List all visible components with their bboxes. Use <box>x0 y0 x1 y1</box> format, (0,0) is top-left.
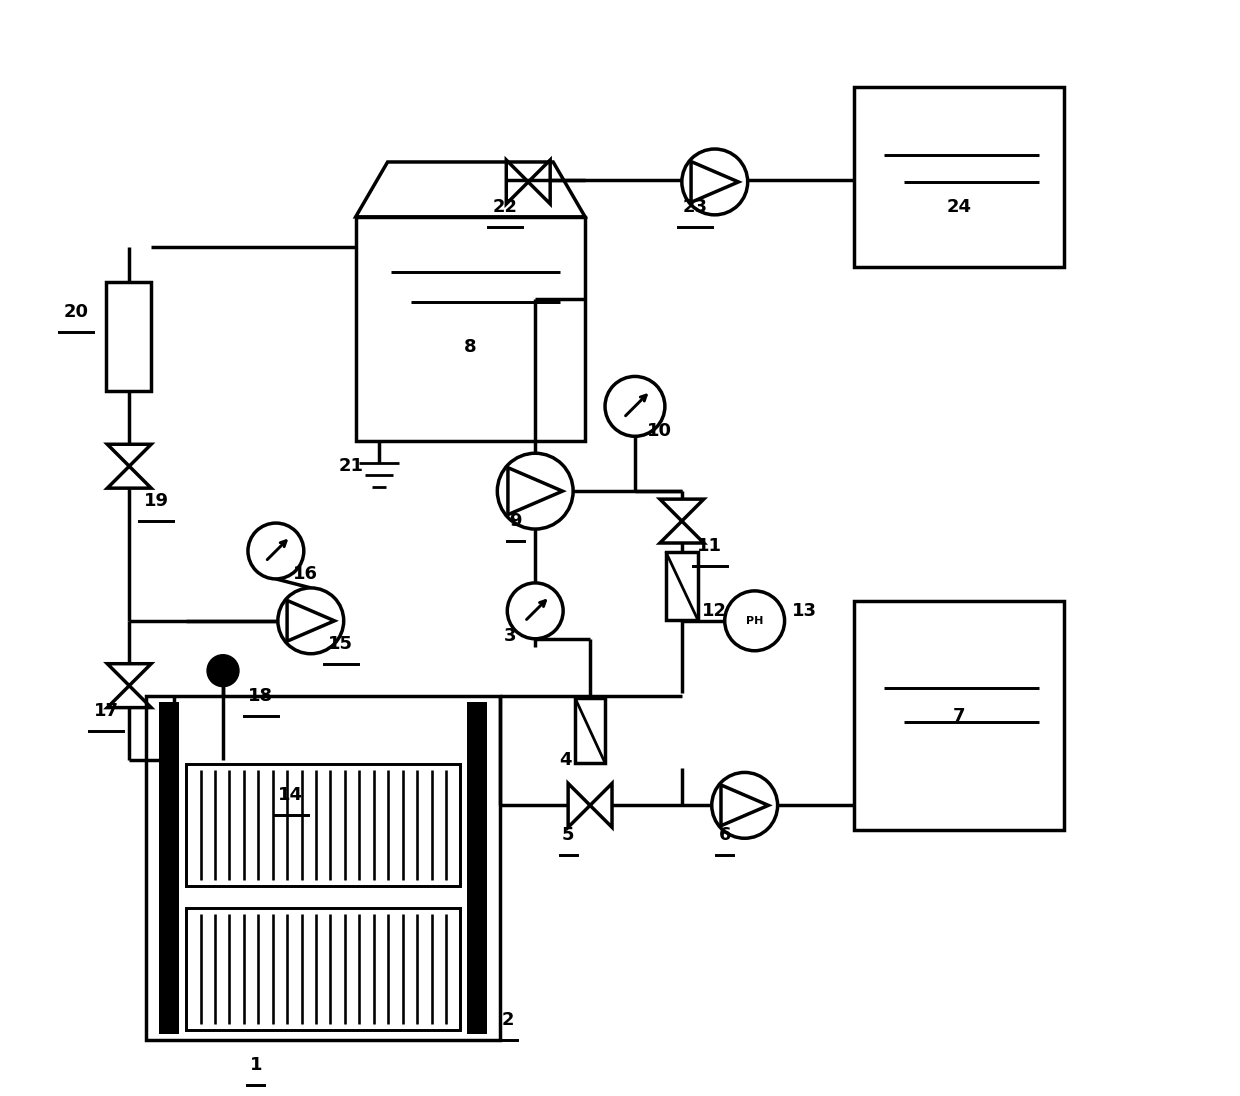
Text: 3: 3 <box>503 627 517 644</box>
Circle shape <box>724 591 785 651</box>
Circle shape <box>278 587 343 653</box>
Text: 10: 10 <box>647 422 672 441</box>
Circle shape <box>497 454 573 529</box>
Bar <box>146 696 500 1040</box>
Text: 19: 19 <box>144 492 169 510</box>
Text: 16: 16 <box>294 564 319 583</box>
Bar <box>854 88 1064 266</box>
Text: 22: 22 <box>492 198 518 216</box>
Bar <box>186 764 460 887</box>
Circle shape <box>712 773 777 838</box>
Text: 6: 6 <box>718 826 732 844</box>
Circle shape <box>507 583 563 639</box>
Text: 20: 20 <box>64 302 89 321</box>
Bar <box>186 909 460 1030</box>
Text: 21: 21 <box>339 457 363 476</box>
Bar <box>666 552 698 620</box>
Text: 12: 12 <box>702 602 727 620</box>
Text: 23: 23 <box>682 198 707 216</box>
Circle shape <box>248 523 304 579</box>
Text: 14: 14 <box>278 786 304 804</box>
Text: 15: 15 <box>329 635 353 653</box>
Bar <box>467 701 487 1034</box>
Bar <box>575 698 605 763</box>
Bar <box>854 601 1064 831</box>
Text: 13: 13 <box>792 602 817 620</box>
Text: 9: 9 <box>508 512 522 530</box>
Text: 2: 2 <box>502 1011 515 1029</box>
Text: 4: 4 <box>559 752 572 769</box>
Bar <box>356 217 585 442</box>
Bar <box>159 701 179 1034</box>
Text: 7: 7 <box>952 707 966 724</box>
Text: 8: 8 <box>464 338 476 355</box>
Circle shape <box>682 149 748 215</box>
Circle shape <box>605 376 665 436</box>
Text: 11: 11 <box>697 537 722 555</box>
Text: 18: 18 <box>248 686 274 705</box>
Bar <box>107 282 151 391</box>
Text: PH: PH <box>746 616 764 626</box>
Circle shape <box>207 654 239 687</box>
Text: 17: 17 <box>94 701 119 720</box>
Text: 5: 5 <box>562 826 574 844</box>
Text: 1: 1 <box>249 1055 262 1074</box>
Text: 24: 24 <box>946 198 972 216</box>
